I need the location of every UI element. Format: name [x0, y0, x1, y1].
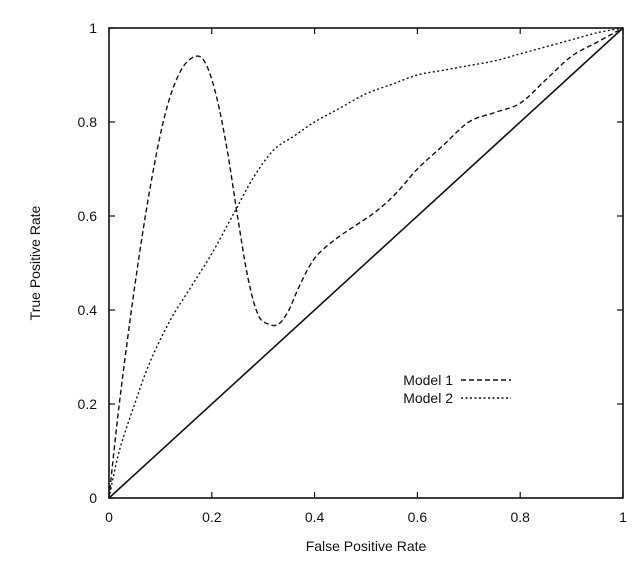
- x-tick-label: 0.6: [408, 509, 428, 525]
- x-tick-label: 0: [105, 509, 113, 525]
- series-line-model-2: [108, 27, 624, 499]
- y-tick-label: 1: [89, 20, 97, 36]
- x-tick-label: 0.2: [202, 509, 222, 525]
- plot-frame: [108, 27, 624, 499]
- y-axis-title: True Positive Rate: [27, 205, 43, 320]
- y-tick-label: 0: [89, 490, 97, 506]
- legend-label: Model 2: [403, 390, 453, 406]
- plot-area: [108, 27, 624, 499]
- y-tick-label: 0.2: [78, 396, 98, 412]
- y-tick-label: 0.6: [78, 208, 98, 224]
- x-tick-label: 0.4: [305, 509, 325, 525]
- x-axis: 0 0.2 0.4 0.6 0.8 1: [105, 28, 627, 525]
- legend-label: Model 1: [403, 372, 453, 388]
- y-tick-label: 0.4: [78, 302, 98, 318]
- x-tick-label: 0.8: [510, 509, 530, 525]
- diagonal-reference-line: [108, 27, 624, 499]
- y-axis: 0 0.2 0.4 0.6 0.8 1: [78, 20, 623, 506]
- legend: Model 1 Model 2: [403, 372, 511, 406]
- series-line-model-1: [108, 27, 624, 499]
- x-axis-title: False Positive Rate: [306, 538, 427, 554]
- y-tick-label: 0.8: [78, 114, 98, 130]
- x-tick-label: 1: [619, 509, 627, 525]
